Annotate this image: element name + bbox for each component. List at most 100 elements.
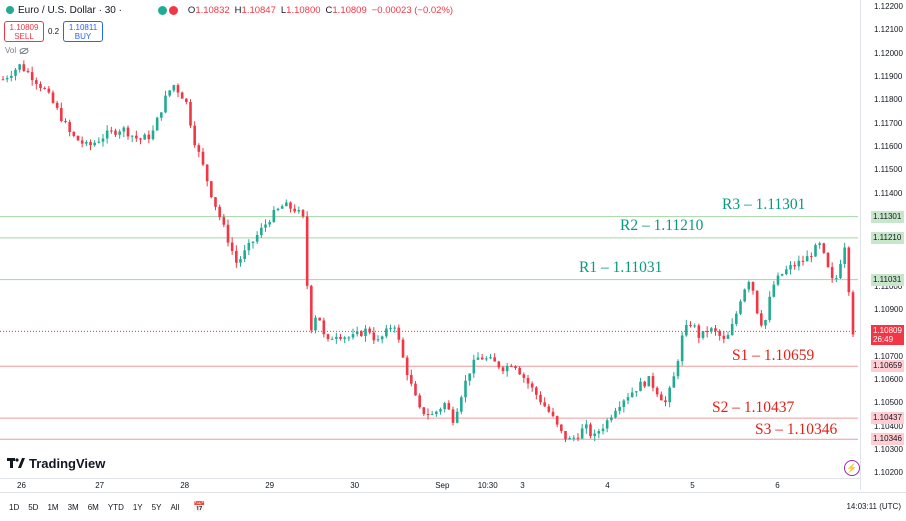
current-price-value: 1.10809	[873, 326, 902, 336]
candle-body	[343, 337, 346, 339]
candle-body	[472, 359, 476, 374]
indicator-toggle[interactable]	[157, 5, 178, 15]
ohlc-item-value: 1.10832	[195, 4, 230, 16]
candle-body	[235, 250, 238, 263]
range-button[interactable]: All	[170, 502, 180, 512]
candle-body	[355, 331, 359, 335]
candle-body	[789, 265, 792, 270]
candle-body	[497, 361, 501, 368]
range-selector: 1D 5D 1M 3M 6M YTD 1Y 5Y All	[9, 503, 179, 512]
range-button[interactable]: 1D	[9, 502, 20, 512]
candle-body	[97, 141, 101, 143]
time-tick-label: 28	[180, 481, 190, 490]
ohlc-item-value: 1.10809	[332, 4, 367, 16]
range-button[interactable]: 1Y	[132, 502, 143, 512]
price-tick-label: 1.11700	[874, 118, 903, 128]
sell-button[interactable]: 1.10809 SELL	[4, 21, 44, 42]
candle-body	[476, 357, 480, 360]
candle-body	[193, 125, 196, 146]
candle-body	[551, 411, 555, 417]
calendar-icon[interactable]: 📅	[193, 501, 206, 513]
time-tick-label: 29	[265, 481, 275, 490]
candle-body	[289, 202, 292, 209]
candle-body	[176, 85, 180, 93]
candle-body	[255, 235, 259, 242]
candle-body	[464, 380, 467, 398]
candle-body	[797, 260, 801, 267]
candle-body	[247, 242, 251, 251]
candle-body	[230, 242, 234, 251]
candle-body	[410, 375, 413, 384]
candle-body	[505, 365, 509, 372]
candle-body	[22, 64, 26, 71]
time-tick-label: 27	[95, 481, 105, 490]
candle-body	[189, 101, 192, 126]
symbol-title[interactable]: Euro / U.S. Dollar · 30 ·	[18, 4, 122, 16]
level-price-tag: 1.11031	[871, 273, 904, 286]
candle-body	[280, 206, 284, 209]
utc-clock[interactable]: 14:03:11 (UTC)	[846, 502, 901, 511]
candle-body	[760, 313, 763, 326]
candle-body	[764, 320, 767, 326]
candle-body	[693, 325, 696, 327]
ohlc-item-value: −0.00023 (−0.02%)	[371, 4, 454, 16]
candle-body	[455, 411, 459, 423]
ohlc-item-label: C	[325, 4, 333, 16]
candle-body	[101, 138, 105, 142]
price-axis[interactable]	[860, 0, 906, 490]
price-chart[interactable]	[0, 0, 860, 478]
ohlc-item-label: H	[234, 4, 242, 16]
candle-body	[272, 210, 276, 222]
candle-body	[818, 243, 821, 245]
candle-body	[318, 317, 321, 321]
candle-body	[785, 269, 788, 275]
candle-body	[514, 366, 517, 368]
candle-body	[72, 131, 76, 136]
candle-body	[64, 120, 67, 123]
candle-body	[710, 328, 713, 332]
spread-value: 0.2	[48, 27, 60, 36]
candle-body	[435, 411, 438, 415]
candle-body	[351, 334, 355, 338]
candle-body	[114, 130, 117, 135]
volume-legend[interactable]: Vol	[5, 46, 29, 55]
price-tick-label: 1.10500	[874, 398, 903, 408]
current-price-tag: 1.10809 26:49	[871, 325, 904, 346]
range-button[interactable]: 1M	[47, 502, 59, 512]
candle-body	[847, 247, 851, 293]
candle-body	[726, 335, 730, 339]
price-tick-label: 1.11400	[874, 188, 903, 198]
tradingview-logo[interactable]: TradingView	[7, 456, 105, 471]
range-button[interactable]: 3M	[67, 502, 79, 512]
candle-body	[243, 250, 246, 260]
buy-button[interactable]: 1.10811 BUY	[63, 21, 103, 42]
candle-body	[722, 335, 726, 339]
candle-body	[622, 400, 626, 407]
candle-body	[718, 330, 721, 336]
candle-body	[626, 397, 630, 401]
price-tick-label: 1.10900	[874, 305, 903, 315]
up-dot-icon	[157, 5, 167, 15]
price-tick-label: 1.11000	[874, 281, 903, 291]
chart-assistant-icon[interactable]: ⚡	[844, 460, 860, 476]
range-button[interactable]: 5Y	[151, 502, 162, 512]
time-axis[interactable]	[0, 478, 860, 493]
time-tick-label: Sep	[435, 481, 450, 490]
candle-body	[672, 376, 676, 388]
candle-body	[522, 374, 526, 378]
eye-off-icon[interactable]	[19, 47, 29, 55]
ohlc-readout: O1.10832 H1.10847 L1.10800 C1.10809 −0.00023…	[188, 5, 453, 16]
candle-body	[339, 336, 342, 339]
range-button[interactable]: YTD	[107, 502, 124, 512]
candle-body	[285, 202, 288, 207]
candle-body	[322, 320, 326, 335]
candle-body	[93, 142, 96, 146]
candle-body	[201, 151, 205, 165]
candle-body	[160, 112, 163, 118]
range-button[interactable]: 6M	[87, 502, 99, 512]
candle-body	[118, 131, 121, 135]
range-button[interactable]: 5D	[28, 502, 39, 512]
candle-body	[226, 224, 230, 243]
candle-body	[51, 92, 55, 103]
candle-body	[135, 135, 138, 139]
